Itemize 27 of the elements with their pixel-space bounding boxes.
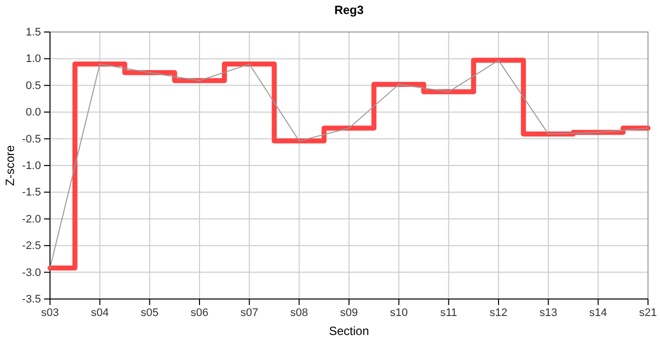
x-tick-label: s13: [539, 306, 558, 319]
y-tick-label: -1.5: [22, 186, 41, 199]
y-axis-title: Z-score: [3, 144, 17, 186]
chart-title: Reg3: [334, 3, 364, 17]
y-tick-label: -3.5: [22, 294, 41, 306]
x-axis-title: Section: [328, 324, 370, 338]
x-tick-label: s04: [90, 306, 109, 319]
x-tick-label: s21: [639, 306, 657, 319]
y-tick-label: -2.5: [22, 240, 41, 252]
y-tick-label: 0.5: [26, 80, 41, 92]
x-tick-label: s06: [190, 306, 208, 319]
x-tick-label: s03: [41, 306, 59, 319]
x-tick-label: s09: [340, 306, 358, 319]
y-tick-label: -3.0: [22, 266, 41, 279]
y-tick-label: 1.0: [26, 53, 41, 66]
x-tick-label: s11: [440, 306, 458, 319]
y-tick-label: -1.0: [22, 160, 41, 172]
y-tick-label: -2.0: [22, 213, 41, 226]
y-tick-label: 0.0: [26, 106, 41, 119]
x-tick-label: s12: [490, 306, 508, 319]
y-tick-label: -0.5: [22, 133, 41, 146]
x-tick-label: s07: [240, 306, 258, 319]
y-tick-label: 1.5: [26, 26, 41, 39]
x-tick-label: s05: [140, 306, 159, 319]
x-tick-label: s10: [390, 306, 408, 319]
x-tick-label: s08: [290, 306, 308, 319]
x-tick-label: s14: [589, 306, 608, 319]
